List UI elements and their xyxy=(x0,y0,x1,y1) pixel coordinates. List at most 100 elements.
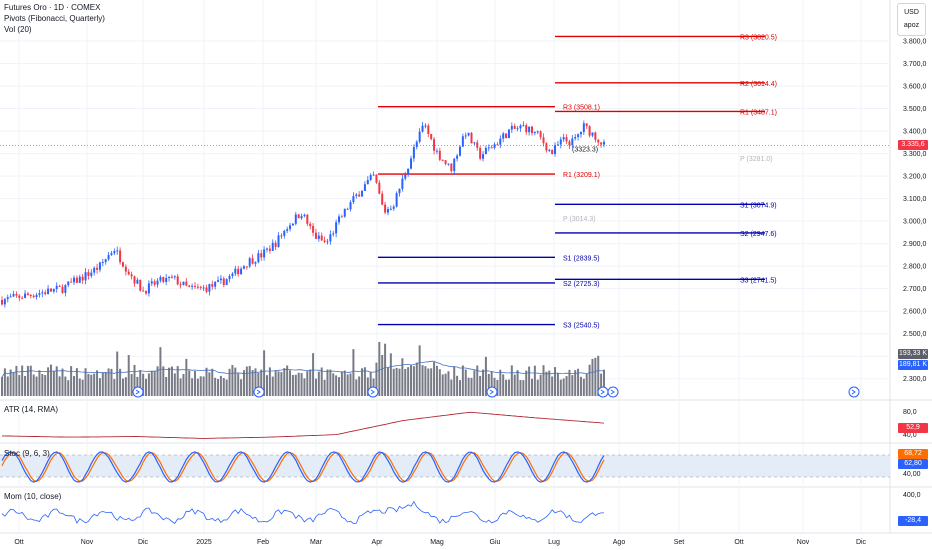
volume-bar xyxy=(191,378,194,396)
volume-bar xyxy=(398,368,401,396)
candle-body xyxy=(597,139,600,143)
volume-bar xyxy=(386,367,389,396)
atr-tick-label: 80,0 xyxy=(903,409,917,416)
mom-legend[interactable]: Mom (10, close) xyxy=(4,492,62,501)
pivot-label: S1 (3074.9) xyxy=(740,202,777,209)
candle-body xyxy=(487,147,490,149)
volume-legend[interactable]: Vol (20) xyxy=(4,25,32,34)
volume-bar xyxy=(421,365,424,396)
volume-bar xyxy=(366,377,369,396)
volume-bar xyxy=(369,372,372,396)
volume-bar xyxy=(314,378,317,396)
volume-bar xyxy=(458,380,461,396)
stoch-legend[interactable]: Stoc (9, 6, 3) xyxy=(4,449,50,458)
candle-body xyxy=(513,126,516,129)
volume-bar xyxy=(130,373,133,396)
candle-body xyxy=(3,299,6,305)
candle-body xyxy=(525,125,528,133)
candle-body xyxy=(263,249,266,258)
candle-body xyxy=(35,294,38,298)
candle-body xyxy=(179,284,182,286)
volume-bar xyxy=(510,365,513,396)
volume-bar xyxy=(159,347,162,396)
candle-body xyxy=(582,123,585,133)
volume-bar xyxy=(84,368,87,396)
candle-body xyxy=(410,158,413,169)
volume-bar xyxy=(300,373,303,396)
event-markers[interactable] xyxy=(132,386,860,398)
volume-bar xyxy=(234,367,237,396)
volume-bar xyxy=(121,378,124,396)
candle-body xyxy=(591,132,594,136)
candle-body xyxy=(398,188,401,194)
candle-body xyxy=(571,138,574,146)
price-tick-label: 2.600,0 xyxy=(903,309,926,316)
currency-unit-selector[interactable]: USD apoz xyxy=(897,3,926,36)
candle-body xyxy=(268,248,271,251)
candle-body xyxy=(139,279,142,291)
volume-bar xyxy=(153,371,156,396)
candle-body xyxy=(124,266,127,272)
candle-body xyxy=(21,297,24,299)
volume-bar xyxy=(430,368,433,396)
candle-body xyxy=(441,159,444,161)
candle-body xyxy=(502,133,505,139)
candle-body xyxy=(421,125,424,132)
volume-bar xyxy=(548,370,551,396)
candle-body xyxy=(211,284,214,287)
candle-body xyxy=(317,235,320,239)
atr-legend[interactable]: ATR (14, RMA) xyxy=(4,405,59,414)
candle-body xyxy=(277,235,280,247)
candle-body xyxy=(208,284,211,292)
volume-bar xyxy=(496,379,499,396)
volume-bar xyxy=(453,366,456,396)
candle-body xyxy=(435,150,438,152)
candle-body xyxy=(78,276,81,283)
candle-body xyxy=(214,281,217,287)
candle-body xyxy=(145,290,148,294)
volume-bar xyxy=(522,380,525,396)
volume-bar xyxy=(505,379,508,396)
candle-body xyxy=(196,286,199,288)
volume-bar xyxy=(44,375,47,396)
candle-body xyxy=(156,280,159,285)
candle-body xyxy=(329,234,332,242)
volume-bar xyxy=(147,373,150,396)
volume-bar xyxy=(467,377,470,396)
candle-body xyxy=(568,141,571,146)
candle-body xyxy=(395,193,398,207)
atr-value-tag: 52,9 xyxy=(898,423,928,433)
volume-bar xyxy=(116,351,119,396)
candle-body xyxy=(533,131,536,133)
volume-bar xyxy=(415,362,418,396)
atr-tick-label: 40,0 xyxy=(903,432,917,439)
volume-bar xyxy=(18,375,21,396)
symbol-title[interactable]: Futures Oro · 1D · COMEX xyxy=(4,3,101,12)
volume-bar xyxy=(490,371,493,396)
volume-bar xyxy=(594,357,597,396)
volume-bar xyxy=(533,365,536,396)
pivots-legend[interactable]: Pivots (Fibonacci, Quarterly) xyxy=(4,14,105,23)
time-axis[interactable]: Ott Nov Dic 2025 Feb Mar Apr Mag Giu Lug Ago Set Ott… xyxy=(14,539,866,546)
atr-line xyxy=(2,411,605,439)
volume-bar xyxy=(211,368,214,396)
arrow-icon xyxy=(256,389,261,395)
candle-body xyxy=(300,216,303,219)
event-icon xyxy=(367,386,379,398)
volume-bar xyxy=(78,378,81,396)
volume-bar xyxy=(332,373,335,396)
price-tick-label: 2.700,0 xyxy=(903,286,926,293)
candle-body xyxy=(343,208,346,217)
volume-bar xyxy=(101,372,104,396)
price-tick-label: 3.600,0 xyxy=(903,84,926,91)
volume-bar xyxy=(473,370,476,396)
pivot-label: R2 (3614.4) xyxy=(740,81,777,88)
candle-body xyxy=(193,285,196,287)
candle-body xyxy=(153,281,156,285)
volume-bar xyxy=(338,377,341,396)
candle-body xyxy=(90,272,93,276)
candle-body xyxy=(562,137,565,140)
volume-bar xyxy=(450,379,453,396)
arrow-icon xyxy=(851,389,856,395)
